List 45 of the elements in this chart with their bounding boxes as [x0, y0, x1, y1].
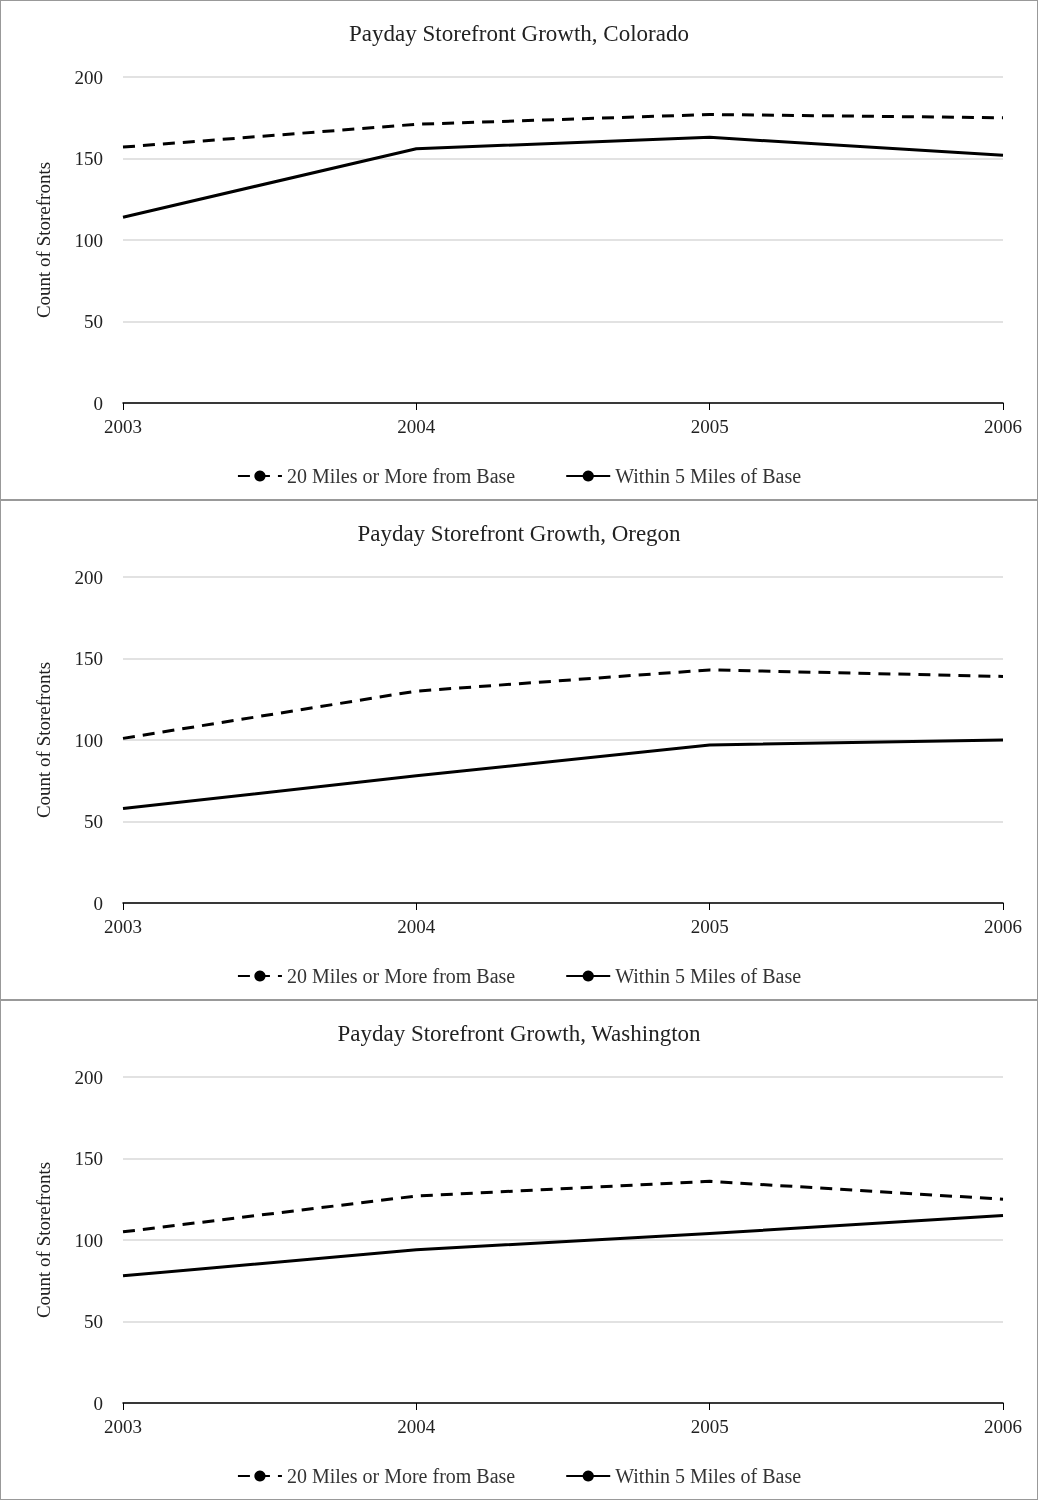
legend-label: Within 5 Miles of Base [615, 1465, 802, 1487]
y-axis-title: Count of Storefronts [33, 161, 54, 319]
x-tick-label: 2004 [397, 416, 436, 437]
y-tick-label: 100 [74, 229, 103, 251]
y-tick-label: 50 [84, 1311, 103, 1332]
line-series [121, 1214, 1005, 1278]
y-axis-title: Count of Storefronts [33, 1161, 54, 1319]
legend-label: 20 Miles or More from Base [286, 965, 516, 987]
legend-label: Within 5 Miles of Base [615, 965, 802, 987]
y-tick-label: 50 [84, 311, 103, 332]
y-tick-label: 100 [74, 729, 103, 751]
x-tick-label: 2005 [690, 1416, 729, 1437]
y-tick-label: 100 [74, 1229, 103, 1251]
x-tick-label: 2006 [984, 1416, 1022, 1437]
y-tick-label: 150 [74, 648, 103, 669]
legend-label: Within 5 Miles of Base [615, 465, 802, 487]
y-axis-title: Count of Storefronts [33, 661, 54, 819]
chart-title: Payday Storefront Growth, Colorado [349, 21, 689, 46]
legend-label: 20 Miles or More from Base [286, 465, 516, 487]
x-tick-label: 2006 [984, 416, 1022, 437]
x-tick-label: 2006 [984, 916, 1022, 937]
y-tick-label: 0 [93, 392, 103, 414]
y-tick-label: 0 [93, 892, 103, 914]
x-tick-label: 2003 [104, 416, 142, 437]
y-tick-label: 50 [84, 811, 103, 832]
x-tick-label: 2005 [690, 416, 729, 437]
x-tick-label: 2003 [104, 1416, 142, 1437]
line-series [121, 135, 1005, 219]
y-tick-label: 0 [93, 1392, 103, 1414]
y-tick-label: 200 [74, 66, 103, 88]
line-series [121, 1179, 1005, 1234]
x-tick-label: 2004 [397, 916, 436, 937]
chart-title: Payday Storefront Growth, Washington [337, 1021, 702, 1046]
line-series [121, 112, 1005, 149]
line-series [121, 738, 1005, 810]
legend-label: 20 Miles or More from Base [286, 1465, 516, 1487]
x-tick-label: 2004 [397, 1416, 436, 1437]
y-tick-label: 200 [74, 1066, 103, 1088]
x-tick-label: 2005 [690, 916, 729, 937]
y-tick-label: 150 [74, 148, 103, 169]
chart-title: Payday Storefront Growth, Oregon [357, 521, 682, 546]
x-tick-label: 2003 [104, 916, 142, 937]
line-series [121, 668, 1005, 740]
y-tick-label: 200 [74, 566, 103, 588]
y-tick-label: 150 [74, 1148, 103, 1169]
